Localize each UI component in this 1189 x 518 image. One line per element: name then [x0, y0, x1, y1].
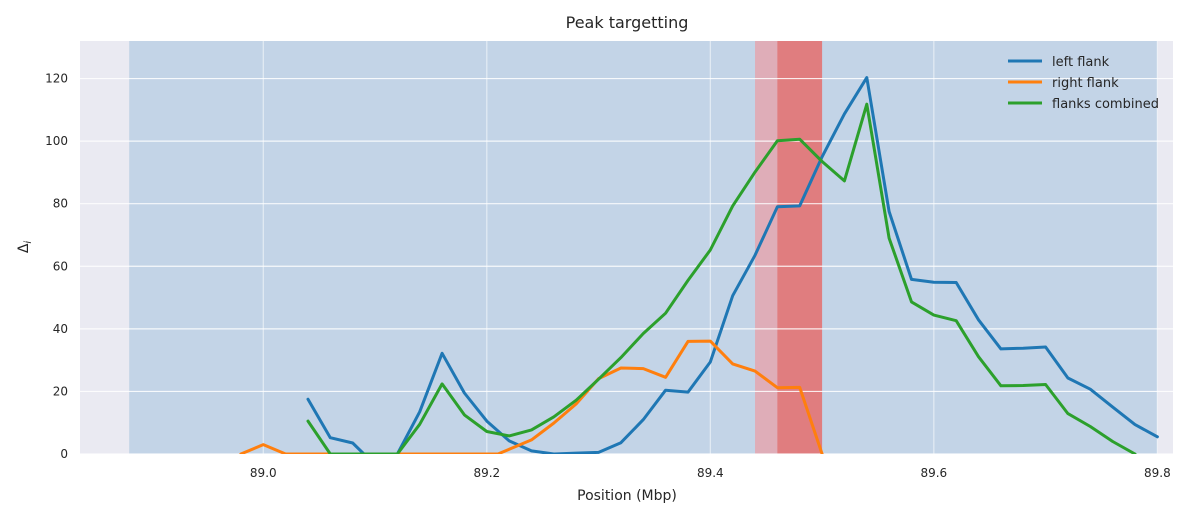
- x-tick-label: 89.2: [473, 466, 500, 480]
- y-tick-label: 0: [60, 447, 68, 461]
- x-tick-label: 89.4: [697, 466, 724, 480]
- shaded-regions: [129, 41, 1158, 454]
- legend-label: left flank: [1052, 55, 1110, 70]
- y-tick-label: 40: [53, 322, 68, 336]
- series-lines: [239, 76, 1159, 454]
- y-axis-ticks: 0 20 40 60 80 100 120: [45, 72, 68, 461]
- y-tick-label: 20: [53, 384, 68, 398]
- region-peak-region: [777, 41, 823, 454]
- legend: left flank right flank flanks combined: [1008, 55, 1159, 112]
- y-tick-label: 60: [53, 259, 68, 273]
- series-line-flanks-combined: [306, 102, 1137, 454]
- legend-label: right flank: [1052, 76, 1119, 91]
- y-axis-label: Δi: [16, 241, 34, 254]
- y-tick-label: 120: [45, 72, 68, 86]
- y-axis-label-group: Δi: [16, 241, 34, 254]
- x-axis-label: Position (Mbp): [577, 488, 677, 504]
- y-tick-label: 100: [45, 134, 68, 148]
- x-tick-label: 89.6: [920, 466, 947, 480]
- region-search-range: [129, 41, 1158, 454]
- chart-title: Peak targetting: [566, 13, 689, 32]
- y-tick-label: 80: [53, 197, 68, 211]
- x-axis-ticks: 89.0 89.2 89.4 89.6 89.8: [250, 466, 1171, 480]
- series-line-right-flank: [239, 339, 824, 454]
- grid-lines: [80, 41, 1173, 455]
- legend-label: flanks combined: [1052, 97, 1159, 112]
- series-line-left-flank: [306, 76, 1159, 454]
- x-tick-label: 89.0: [250, 466, 277, 480]
- x-tick-label: 89.8: [1144, 466, 1171, 480]
